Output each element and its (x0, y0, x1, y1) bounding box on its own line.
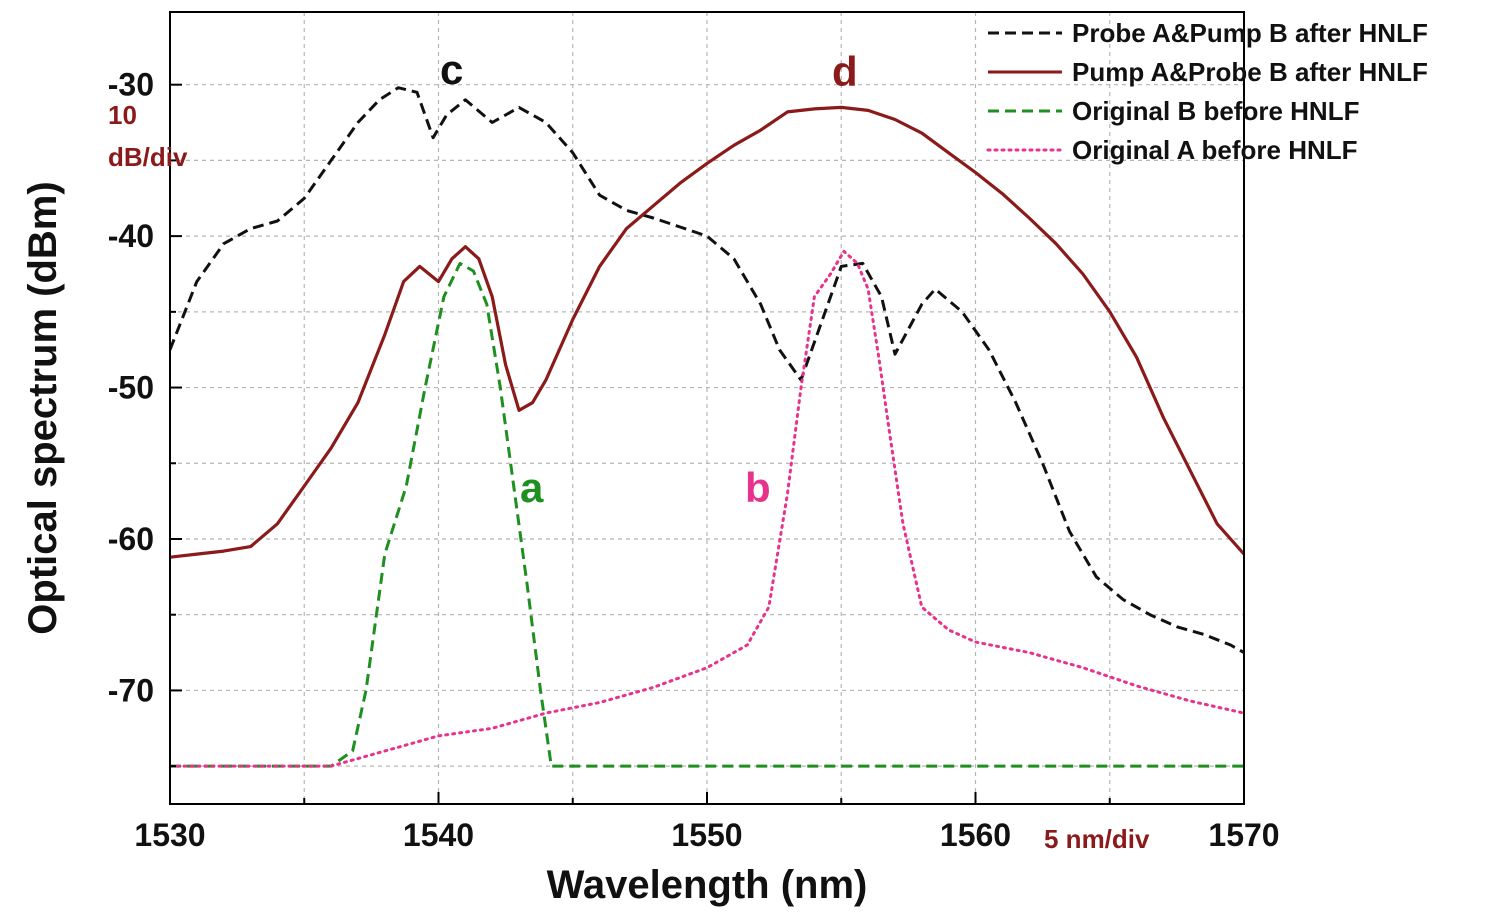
axis-ticks: 1530 1540 1550 1560 1570 -30 -40 -50 -60 -70 (108, 67, 1280, 853)
curve-label-d: d (832, 48, 858, 95)
y-tick-label: -50 (108, 370, 154, 406)
series-line-4 (170, 249, 1244, 768)
legend: Probe A&Pump B after HNLF Pump A&Probe B … (986, 18, 1428, 165)
x-division-annotation: 5 nm/div (1044, 824, 1150, 854)
x-axis-label: Wavelength (nm) (547, 863, 868, 907)
y-axis-label: Optical spectrum (dBm) (21, 181, 65, 634)
series-line-2 (170, 105, 1244, 559)
legend-label-4: Original A before HNLF (1072, 135, 1358, 165)
y-division-line-2: dB/div (108, 142, 188, 172)
y-tick-label: -70 (108, 672, 154, 708)
series-layer (170, 86, 1244, 768)
x-tick-label: 1530 (134, 817, 205, 853)
curve-label-a: a (520, 464, 544, 511)
x-tick-label: 1570 (1208, 817, 1279, 853)
legend-label-3: Original B before HNLF (1072, 96, 1359, 126)
legend-label-1: Probe A&Pump B after HNLF (1072, 18, 1428, 48)
x-tick-label: 1560 (940, 817, 1011, 853)
curve-label-b: b (745, 464, 771, 511)
series-line-1 (170, 86, 1244, 654)
y-tick-label: -40 (108, 218, 154, 254)
y-tick-label: -30 (108, 67, 154, 103)
series-line-3 (170, 261, 1244, 768)
x-tick-label: 1540 (403, 817, 474, 853)
x-tick-label: 1550 (671, 817, 742, 853)
curve-label-c: c (440, 46, 463, 93)
y-tick-label: -60 (108, 521, 154, 557)
y-division-line-1: 10 (108, 100, 137, 130)
y-division-annotation: 10 dB/div (108, 100, 188, 172)
legend-label-2: Pump A&Probe B after HNLF (1072, 57, 1428, 87)
